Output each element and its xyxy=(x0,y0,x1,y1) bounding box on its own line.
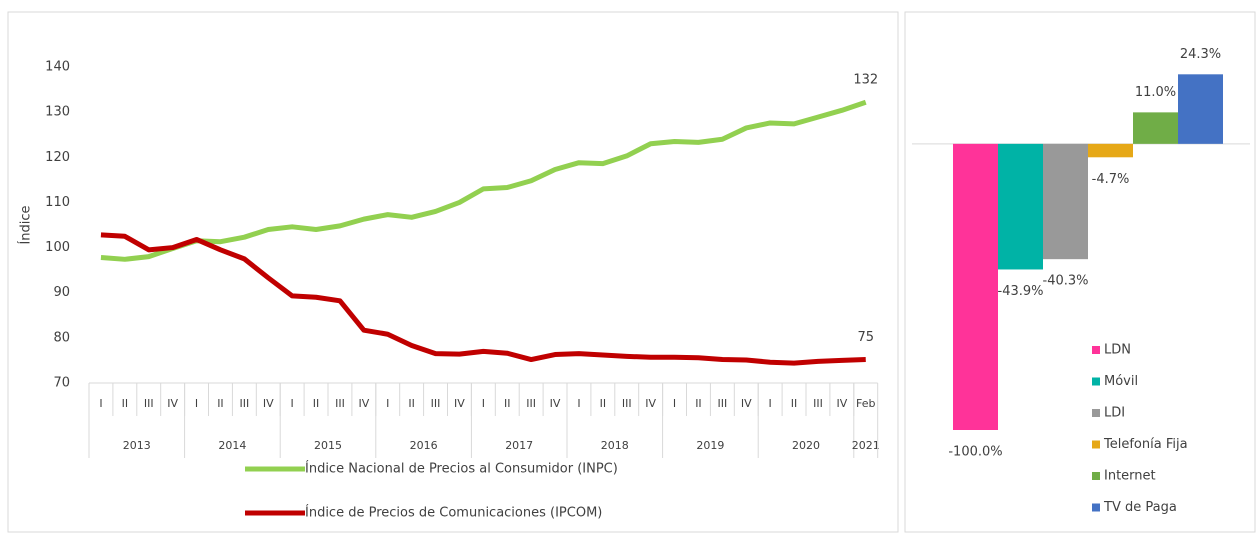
x-tick-label: III xyxy=(526,397,536,410)
legend-label: Telefonía Fija xyxy=(1103,437,1188,452)
legend-label: TV de Paga xyxy=(1103,500,1177,515)
group-label: 2017 xyxy=(505,439,533,452)
y-axis-label: Índice xyxy=(18,205,34,244)
x-tick-label: II xyxy=(600,397,607,410)
x-tick-label: II xyxy=(791,397,798,410)
y-tick-label: 70 xyxy=(53,376,70,391)
x-tick-label: III xyxy=(717,397,727,410)
group-label: 2013 xyxy=(123,439,151,452)
group-label: 2018 xyxy=(601,439,629,452)
x-tick-label: I xyxy=(386,397,389,410)
group-label: 2015 xyxy=(314,439,342,452)
x-tick-label: IV xyxy=(645,397,656,410)
group-label: 2019 xyxy=(696,439,724,452)
end-label: 132 xyxy=(853,73,878,88)
group-label: 2020 xyxy=(792,439,820,452)
x-tick-label: IV xyxy=(741,397,752,410)
group-label: 2014 xyxy=(218,439,246,452)
x-tick-label: I xyxy=(673,397,676,410)
legend-swatch xyxy=(1092,346,1100,354)
x-tick-label: III xyxy=(239,397,249,410)
x-tick-label: I xyxy=(482,397,485,410)
x-tick-label: I xyxy=(291,397,294,410)
legend-swatch xyxy=(1092,409,1100,417)
right-panel xyxy=(904,11,1256,533)
value-label: -43.9% xyxy=(998,284,1044,299)
left-panel xyxy=(7,11,899,533)
bar xyxy=(1133,112,1178,144)
x-tick-label: IV xyxy=(263,397,274,410)
legend-label: Móvil xyxy=(1104,374,1138,389)
x-tick-label: III xyxy=(335,397,345,410)
value-label: -4.7% xyxy=(1092,172,1130,187)
x-tick-label: II xyxy=(313,397,320,410)
value-label: -40.3% xyxy=(1043,274,1089,289)
value-label: -100.0% xyxy=(948,445,1002,460)
bar xyxy=(1088,143,1133,158)
legend-swatch xyxy=(1092,377,1100,386)
x-tick-label: II xyxy=(408,397,415,410)
x-tick-label: II xyxy=(695,397,702,410)
legend-label: Internet xyxy=(1104,469,1156,484)
y-tick-label: 130 xyxy=(45,105,70,120)
bar xyxy=(998,143,1043,270)
y-tick-label: 90 xyxy=(53,285,70,300)
x-tick-label: II xyxy=(217,397,224,410)
x-tick-label: III xyxy=(813,397,823,410)
value-label: 11.0% xyxy=(1135,85,1176,100)
x-tick-label: IV xyxy=(358,397,369,410)
x-tick-label: III xyxy=(144,397,154,410)
bar xyxy=(1043,143,1088,260)
x-tick-label: IV xyxy=(167,397,178,410)
legend-label: Índice Nacional de Precios al Consumidor… xyxy=(305,461,618,477)
legend-swatch xyxy=(1092,440,1100,449)
bar xyxy=(1178,74,1223,144)
y-tick-label: 80 xyxy=(53,330,70,345)
end-label: 75 xyxy=(857,330,874,345)
value-label: 24.3% xyxy=(1180,47,1221,62)
x-tick-label: I xyxy=(577,397,580,410)
y-tick-label: 100 xyxy=(45,240,70,255)
group-label: 2021 xyxy=(852,439,880,452)
x-tick-label: I xyxy=(195,397,198,410)
x-tick-label: IV xyxy=(836,397,847,410)
series-line xyxy=(100,232,866,366)
group-label: 2016 xyxy=(410,439,438,452)
x-tick-label: IV xyxy=(454,397,465,410)
y-tick-label: 140 xyxy=(45,60,70,75)
x-tick-label: IV xyxy=(550,397,561,410)
legend-swatch xyxy=(1092,503,1100,512)
x-tick-label: I xyxy=(769,397,772,410)
y-tick-label: 110 xyxy=(45,195,70,210)
legend-label: Índice de Precios de Comunicaciones (IPC… xyxy=(305,505,602,521)
legend-label: LDI xyxy=(1104,406,1125,421)
x-tick-label: III xyxy=(622,397,632,410)
series-line xyxy=(100,99,867,262)
x-tick-label: II xyxy=(122,397,129,410)
y-tick-label: 120 xyxy=(45,150,70,165)
legend-swatch xyxy=(1092,472,1100,480)
legend-label: LDN xyxy=(1104,343,1131,358)
x-tick-label: Feb xyxy=(856,397,875,410)
x-tick-label: II xyxy=(504,397,511,410)
bar xyxy=(953,143,998,430)
x-tick-label: III xyxy=(431,397,441,410)
x-tick-label: I xyxy=(99,397,102,410)
